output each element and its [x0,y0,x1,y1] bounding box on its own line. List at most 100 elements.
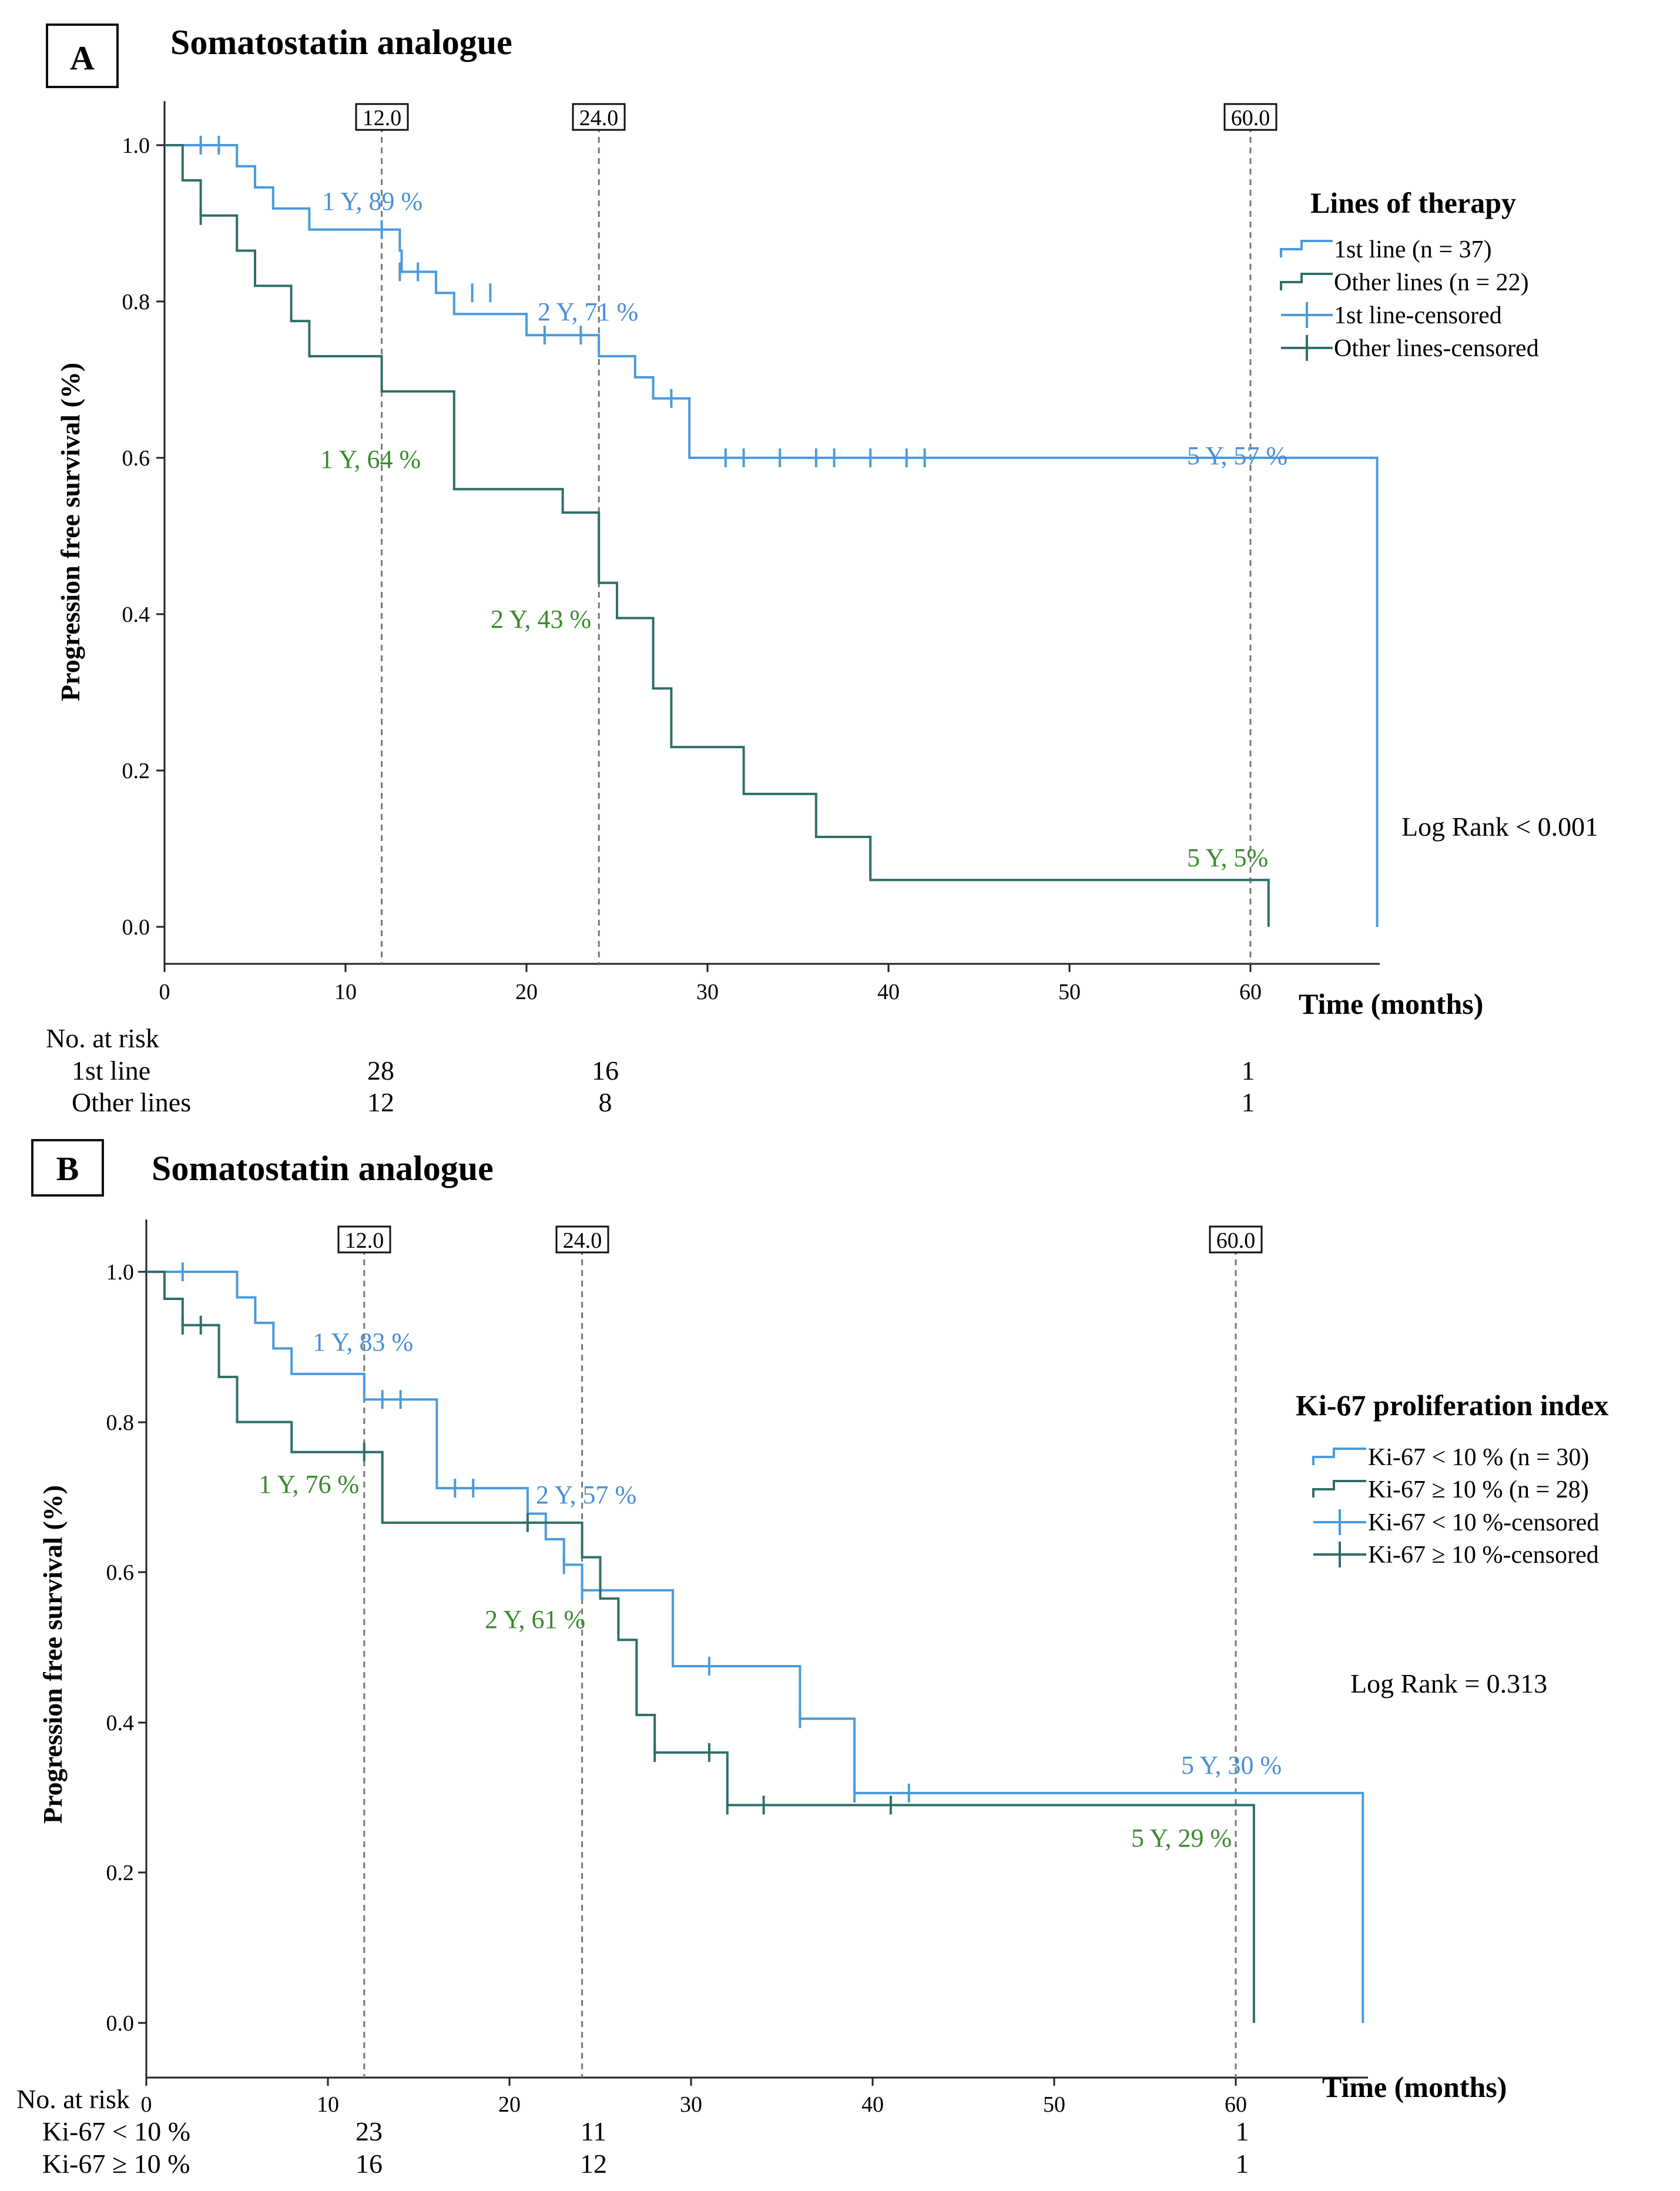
annotation-a-2y-first-line: 2 Y, 71 % [538,297,638,326]
legend-label: Ki-67 ≥ 10 %-censored [1368,1542,1599,1569]
legend-label: Ki-67 < 10 %-censored [1368,1509,1599,1536]
panel-b-y-ticks: 0.0 0.2 0.4 0.6 0.8 1.0 [106,1260,146,2036]
panel-b-x-ticks: 0 10 20 30 40 50 60 [141,2078,1247,2117]
panel-a-letter: A [70,39,95,77]
risk-value: 1 [1236,2116,1249,2146]
x-tick-label: 10 [317,2092,339,2117]
panel-a-risk-table: No. at risk 1st line 28 16 1 Other lines… [46,1023,1255,1117]
annotation-b-2y-ki67-low: 2 Y, 57 % [536,1480,636,1509]
legend-label: 1st line-censored [1334,302,1502,329]
ref-label-60: 60.0 [1231,106,1270,130]
risk-value: 23 [356,2116,383,2146]
x-tick-label: 40 [861,2092,884,2117]
panel-b-y-label: Progression free survival (%) [38,1485,68,1824]
risk-value: 12 [580,2149,607,2179]
legend-label: 1st line (n = 37) [1334,236,1492,263]
panel-a-log-rank: Log Rank < 0.001 [1401,812,1598,842]
panel-b-annotations: 1 Y, 83 % 2 Y, 57 % 5 Y, 30 % 1 Y, 76 % … [259,1328,1282,1852]
x-tick-label: 20 [498,2092,521,2117]
risk-value: 11 [581,2116,606,2146]
y-tick-label: 0.4 [106,1711,135,1736]
y-tick-label: 0.8 [106,1411,135,1435]
risk-value: 1 [1242,1056,1255,1086]
y-tick-label: 0.4 [122,602,150,627]
risk-value: 8 [599,1087,612,1117]
ref-label-box [1209,1225,1263,1254]
legend-swatch-other-lines [1280,273,1333,290]
risk-value: 1 [1242,1087,1255,1117]
ref-label-box [555,1225,609,1254]
panel-a-legend: Lines of therapy 1st line (n = 37) Other… [1280,186,1539,362]
annotation-b-5y-ki67-low: 5 Y, 30 % [1181,1751,1282,1780]
legend-swatch-ki67-low [1312,1448,1366,1465]
km-curve-series-1 [146,1271,1364,2023]
x-tick-label: 10 [334,980,357,1004]
ref-label-24: 24.0 [579,106,619,130]
y-tick-label: 0.2 [106,1861,135,1885]
x-tick-label: 50 [1058,980,1081,1004]
x-tick-label: 0 [141,2092,152,2117]
risk-table-header: No. at risk [46,1023,159,1053]
ref-label-24: 24.0 [563,1228,602,1253]
x-tick-label: 0 [159,980,170,1004]
panel-a-y-label: Progression free survival (%) [55,363,85,701]
annotation-b-1y-ki67-low: 1 Y, 83 % [313,1328,413,1356]
panel-a-title: Somatostatin analogue [170,23,512,62]
risk-row-label: Ki-67 ≥ 10 % [42,2149,190,2179]
panel-b-curves [146,1262,1364,2023]
legend-label: Ki-67 ≥ 10 % (n = 28) [1368,1476,1589,1503]
annotation-b-1y-ki67-high: 1 Y, 76 % [259,1470,359,1499]
panel-a-reference-lines: 12.0 24.0 60.0 [355,103,1277,964]
x-tick-label: 20 [515,980,538,1004]
panel-b-legend: Ki-67 proliferation index Ki-67 < 10 % (… [1296,1389,1608,1569]
y-tick-label: 0.6 [122,446,150,471]
km-curve-series-2 [165,144,1270,927]
ref-label-box [1223,103,1277,131]
panel-a: A Somatostatin analogue 0.0 0.2 0.4 0.6 … [46,23,1598,1117]
y-tick-label: 1.0 [106,1260,135,1285]
legend-label: Other lines-censored [1334,335,1539,362]
annotation-b-5y-ki67-high: 5 Y, 29 % [1131,1824,1232,1852]
risk-value: 16 [592,1056,619,1086]
panel-a-x-label: Time (months) [1299,987,1483,1020]
legend-swatch-first-line [1280,240,1333,257]
y-tick-label: 0.8 [122,290,150,314]
legend-title: Lines of therapy [1310,186,1516,219]
ref-label-12: 12.0 [345,1228,384,1253]
x-tick-label: 60 [1239,980,1262,1004]
panel-b-title: Somatostatin analogue [152,1149,494,1188]
risk-row-label: Ki-67 < 10 % [42,2116,190,2146]
panel-a-curves [165,136,1379,927]
legend-label: Other lines (n = 22) [1334,269,1529,296]
y-tick-label: 0.6 [106,1560,135,1585]
ref-label-box [572,103,626,131]
annotation-a-2y-other-lines: 2 Y, 43 % [491,605,591,634]
ref-label-12: 12.0 [363,106,402,130]
x-tick-label: 30 [696,980,719,1004]
panel-b-letter-box [31,1139,104,1197]
y-tick-label: 1.0 [122,133,150,158]
risk-row-label: 1st line [72,1056,150,1086]
panel-b: B Somatostatin analogue 0.0 0.2 0.4 0.6 … [16,1139,1608,2179]
y-tick-label: 0.0 [122,915,150,940]
panel-a-x-ticks: 0 10 20 30 40 50 60 [159,964,1262,1004]
legend-label: Ki-67 < 10 % (n = 30) [1368,1444,1589,1471]
annotation-a-1y-first-line: 1 Y, 89 % [322,187,422,216]
y-tick-label: 0.2 [122,759,150,783]
risk-value: 28 [367,1056,394,1086]
annotation-b-2y-ki67-high: 2 Y, 61 % [485,1605,585,1634]
panel-b-risk-table: No. at risk Ki-67 < 10 % 23 11 1 Ki-67 ≥… [16,2084,1249,2179]
y-tick-label: 0.0 [106,2011,135,2036]
km-curve-series-2 [146,1271,1255,2023]
risk-value: 1 [1236,2149,1249,2179]
km-curve-series-1 [165,144,1379,927]
panel-a-letter-box [46,24,119,88]
panel-a-y-ticks: 0.0 0.2 0.4 0.6 0.8 1.0 [122,133,165,940]
ref-label-box [337,1225,391,1254]
x-tick-label: 60 [1225,2092,1247,2117]
legend-title: Ki-67 proliferation index [1296,1389,1608,1422]
annotation-a-5y-first-line: 5 Y, 57 % [1187,441,1287,470]
ref-label-box [355,103,409,131]
annotation-a-5y-other-lines: 5 Y, 5% [1187,843,1268,872]
